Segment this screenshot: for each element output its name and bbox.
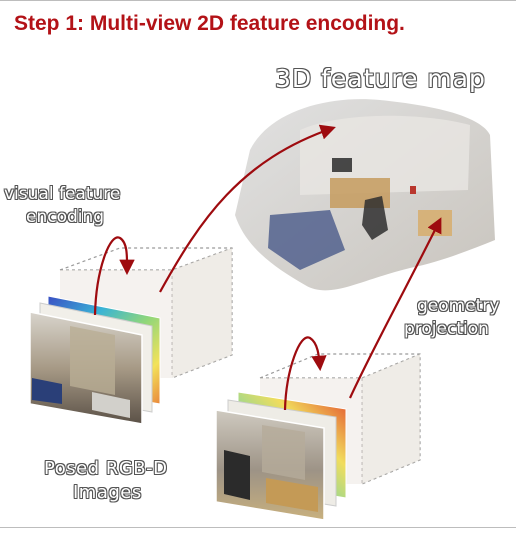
encoding-arrow-left: [93, 236, 135, 316]
cloud-chair: [362, 196, 388, 240]
encoding-label-line1: visual feature: [4, 184, 121, 204]
encoding-arrow-right: [283, 336, 327, 411]
rgbd-frame-stack-right: [215, 391, 347, 521]
bottom-border: [0, 527, 516, 528]
encoding-label-line2: encoding: [26, 207, 105, 227]
projection-label-line1: geometry: [417, 296, 500, 316]
images-label-line2: Images: [73, 482, 142, 503]
point-cloud-feature-map: [235, 99, 495, 291]
top-border: [0, 0, 516, 1]
cloud-bed: [268, 210, 345, 270]
images-label-line1: Posed RGB-D: [44, 458, 168, 479]
projection-arrow: [349, 217, 442, 399]
rgbd-frame-stack-left: [29, 295, 161, 425]
cloud-monitor: [332, 158, 352, 172]
step-title: Step 1: Multi-view 2D feature encoding.: [14, 12, 405, 35]
projection-label-line2: projection: [404, 319, 489, 339]
flow-arrows: [93, 124, 442, 411]
to-feature-map-arrow: [159, 124, 336, 293]
cloud-red-object: [410, 186, 416, 194]
feature-map-label: 3D feature map: [275, 64, 486, 93]
